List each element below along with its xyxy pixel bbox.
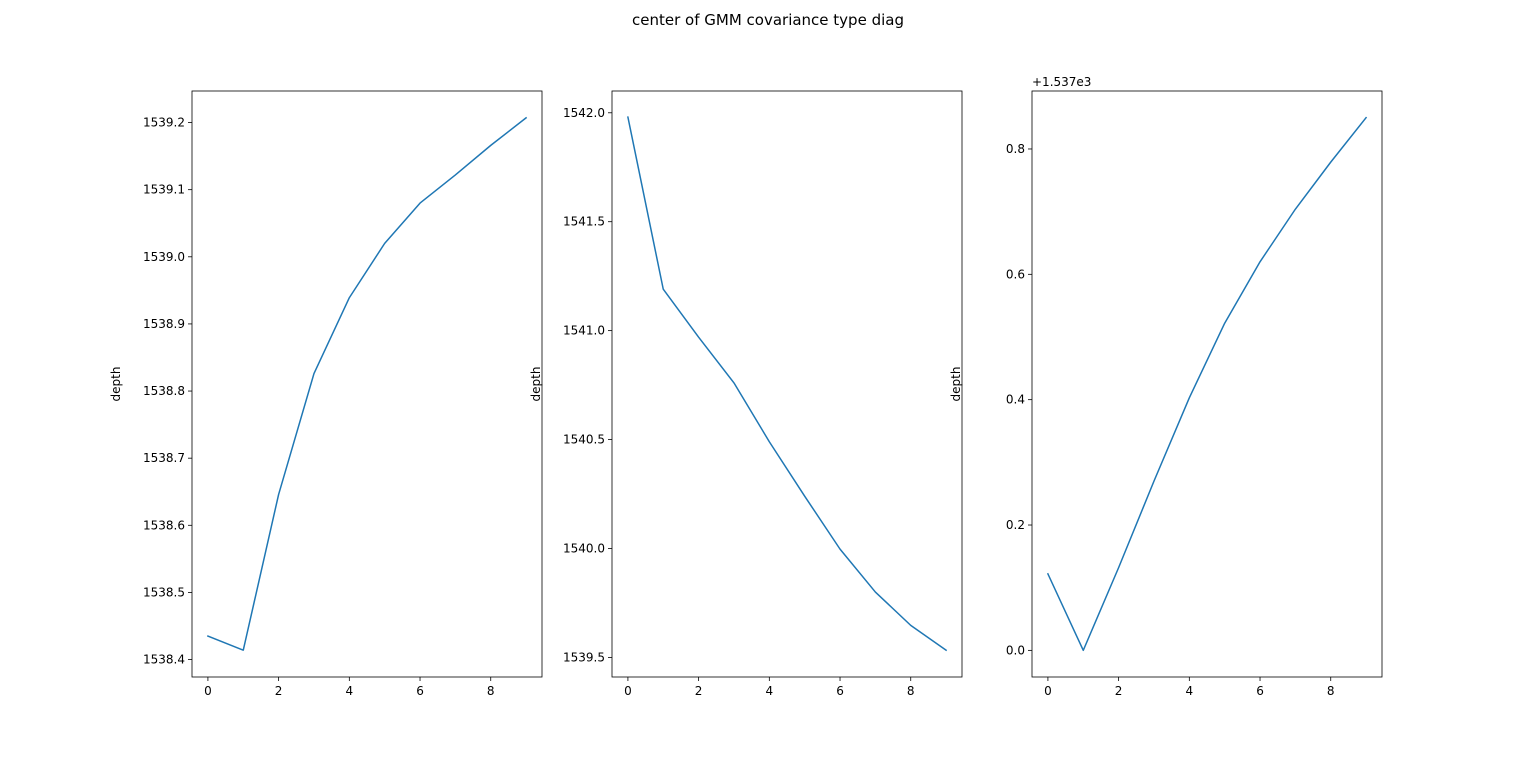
x-tick-label: 6 (836, 684, 844, 698)
y-axis-label: depth (109, 367, 123, 402)
x-tick-label: 0 (624, 684, 632, 698)
series-line-1 (206, 116, 528, 651)
axes-frame (611, 90, 963, 678)
axes-frame (1031, 90, 1383, 678)
x-tick-label: 2 (695, 684, 703, 698)
x-tick-label: 4 (1186, 684, 1194, 698)
x-tick-label: 2 (1115, 684, 1123, 698)
y-tick-label: 1541.0 (563, 324, 605, 338)
y-tick-label: 0.6 (1006, 267, 1025, 281)
x-tick-label: 8 (1327, 684, 1335, 698)
y-tick-label: 1540.0 (563, 541, 605, 555)
x-tick-label: 4 (346, 684, 354, 698)
y-tick-label: 1538.6 (143, 518, 185, 532)
x-tick-label: 0 (204, 684, 212, 698)
y-axis-label: depth (949, 367, 963, 402)
x-tick-label: 2 (275, 684, 283, 698)
y-tick-label: 1539.0 (143, 250, 185, 264)
x-tick-label: 8 (487, 684, 495, 698)
x-tick-label: 8 (907, 684, 915, 698)
y-axis-label: depth (529, 367, 543, 402)
y-tick-label: 1538.4 (143, 653, 185, 667)
y-tick-label: 1539.1 (143, 183, 185, 197)
series-line-1 (627, 116, 948, 652)
y-tick-label: 1542.0 (563, 106, 605, 120)
y-tick-label: 1538.7 (143, 451, 185, 465)
y-tick-label: 1540.5 (563, 433, 605, 447)
y-tick-label: 1538.5 (143, 585, 185, 599)
x-tick-label: 6 (416, 684, 424, 698)
y-tick-label: 0.0 (1006, 643, 1025, 657)
x-tick-label: 0 (1044, 684, 1052, 698)
series-line-1 (1046, 116, 1368, 652)
y-tick-label: 1538.8 (143, 384, 185, 398)
axes-frame (191, 90, 543, 678)
y-tick-label: 1538.9 (143, 317, 185, 331)
figure-title: center of GMM covariance type diag (632, 11, 904, 29)
y-tick-label: 1539.2 (143, 116, 185, 130)
y-tick-label: 1539.5 (563, 650, 605, 664)
x-tick-label: 6 (1256, 684, 1264, 698)
y-tick-label: 0.2 (1006, 518, 1025, 532)
y-tick-label: 0.8 (1006, 142, 1025, 156)
y-tick-label: 0.4 (1006, 393, 1025, 407)
x-tick-label: 4 (766, 684, 774, 698)
y-offset-text: +1.537e3 (1032, 75, 1091, 89)
y-tick-label: 1541.5 (563, 215, 605, 229)
